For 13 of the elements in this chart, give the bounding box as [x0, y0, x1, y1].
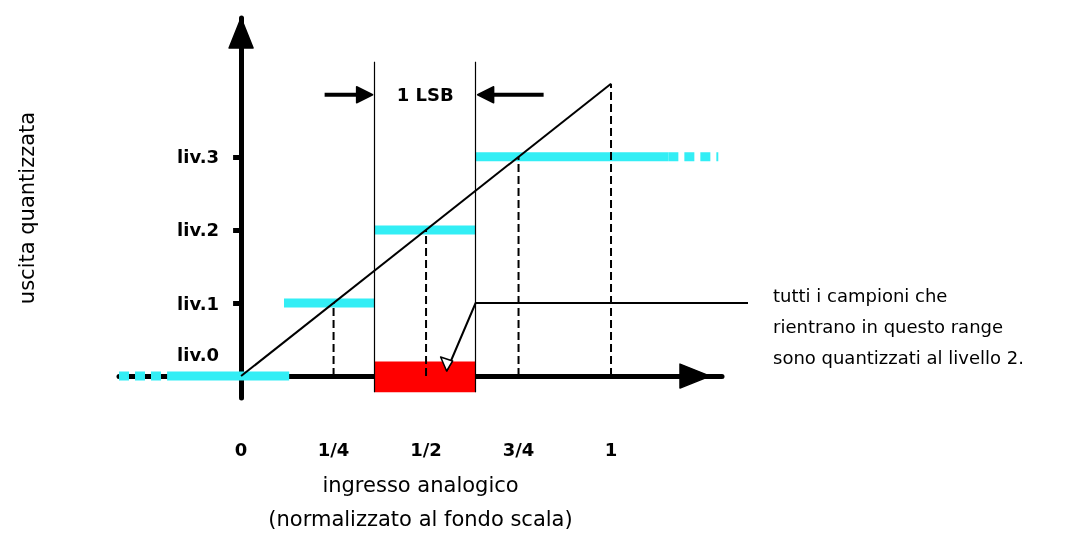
annotation: liv.2	[177, 219, 220, 241]
annotation: liv.0	[177, 343, 220, 365]
x-tick-label: 1	[604, 438, 618, 460]
annotation: liv.3	[177, 146, 220, 168]
x-tick-label: 3/4	[502, 438, 535, 460]
x-tick-label: 1/4	[317, 438, 350, 460]
y-axis-title: uscita quantizzata	[14, 111, 39, 305]
x-tick-label: 0	[234, 438, 248, 460]
x-tick-label: 1/2	[410, 438, 442, 460]
annotation: liv.1	[177, 292, 220, 314]
x-axis-title: ingresso analogico (normalizzato al fondo scala)	[268, 473, 573, 531]
annotation: 1 LSB	[396, 84, 454, 106]
text: tutti i campioni che rientrano in questo range sono quantizzati al livello 2.	[773, 285, 1024, 368]
